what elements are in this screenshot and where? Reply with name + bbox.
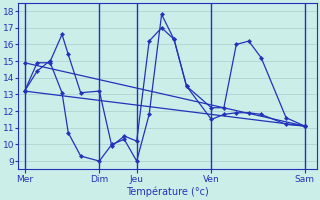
X-axis label: Température (°c): Température (°c) — [126, 187, 209, 197]
